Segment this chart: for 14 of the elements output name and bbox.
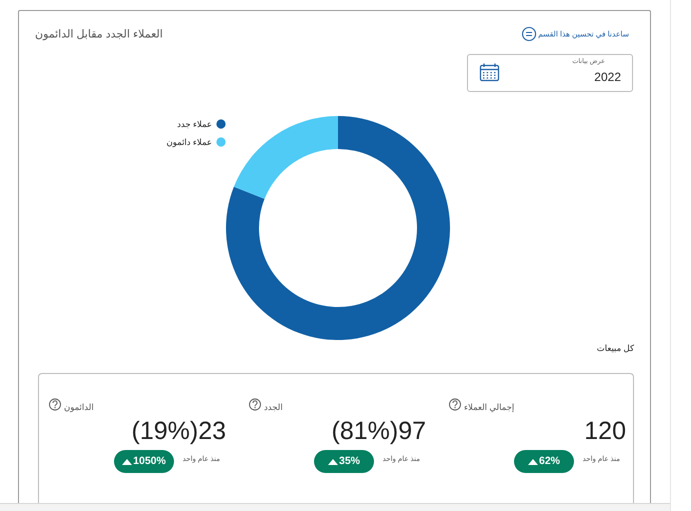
chart-title: العملاء الجدد مقابل الدائمون <box>35 28 163 42</box>
text: الجدد <box>264 402 283 412</box>
legend-label: عملاء دائمون <box>166 136 212 148</box>
text: 23(19%) <box>131 416 226 446</box>
text: 1050% <box>133 455 166 468</box>
text: كل مبيعات <box>596 342 634 354</box>
text: 2022 <box>594 70 621 84</box>
text: الدائمون <box>64 402 94 412</box>
legend-label: عملاء جدد <box>177 118 212 130</box>
text: 97(81%) <box>331 416 426 446</box>
text: 120 <box>584 416 626 446</box>
text: 62% <box>538 455 560 468</box>
text: 35% <box>338 455 360 468</box>
text: إجمالي العملاء <box>464 402 514 412</box>
